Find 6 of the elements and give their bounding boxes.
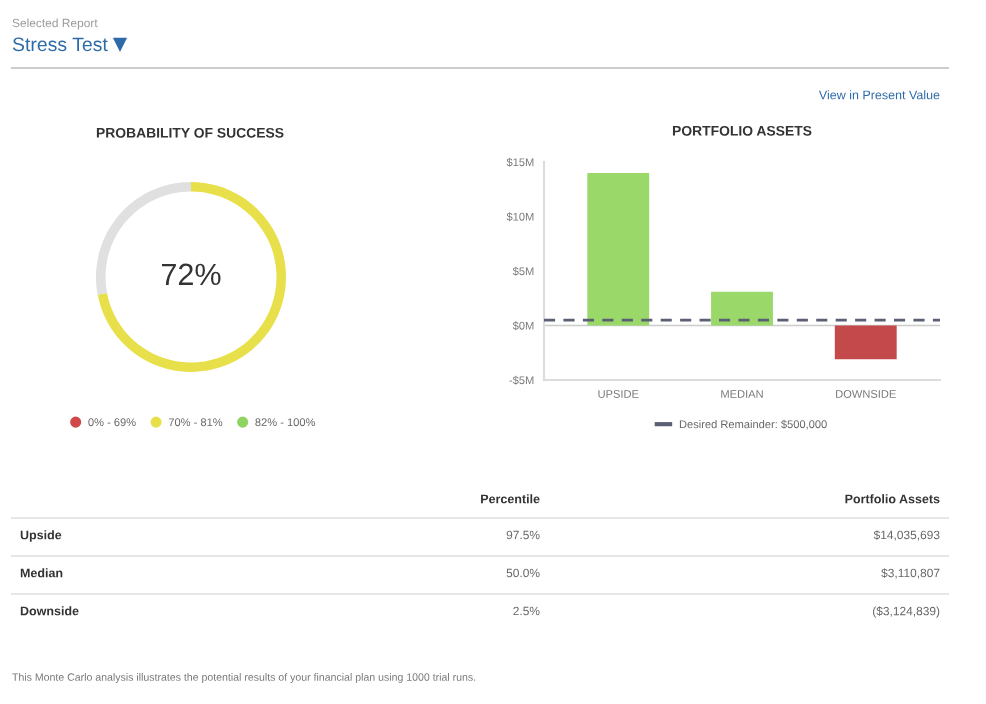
bar bbox=[587, 172, 650, 326]
donut-slice bbox=[97, 182, 286, 372]
data-label: 72% bbox=[161, 263, 221, 286]
bar bbox=[711, 291, 773, 326]
bar bbox=[834, 325, 897, 360]
text: Stress Test bbox=[12, 37, 108, 52]
